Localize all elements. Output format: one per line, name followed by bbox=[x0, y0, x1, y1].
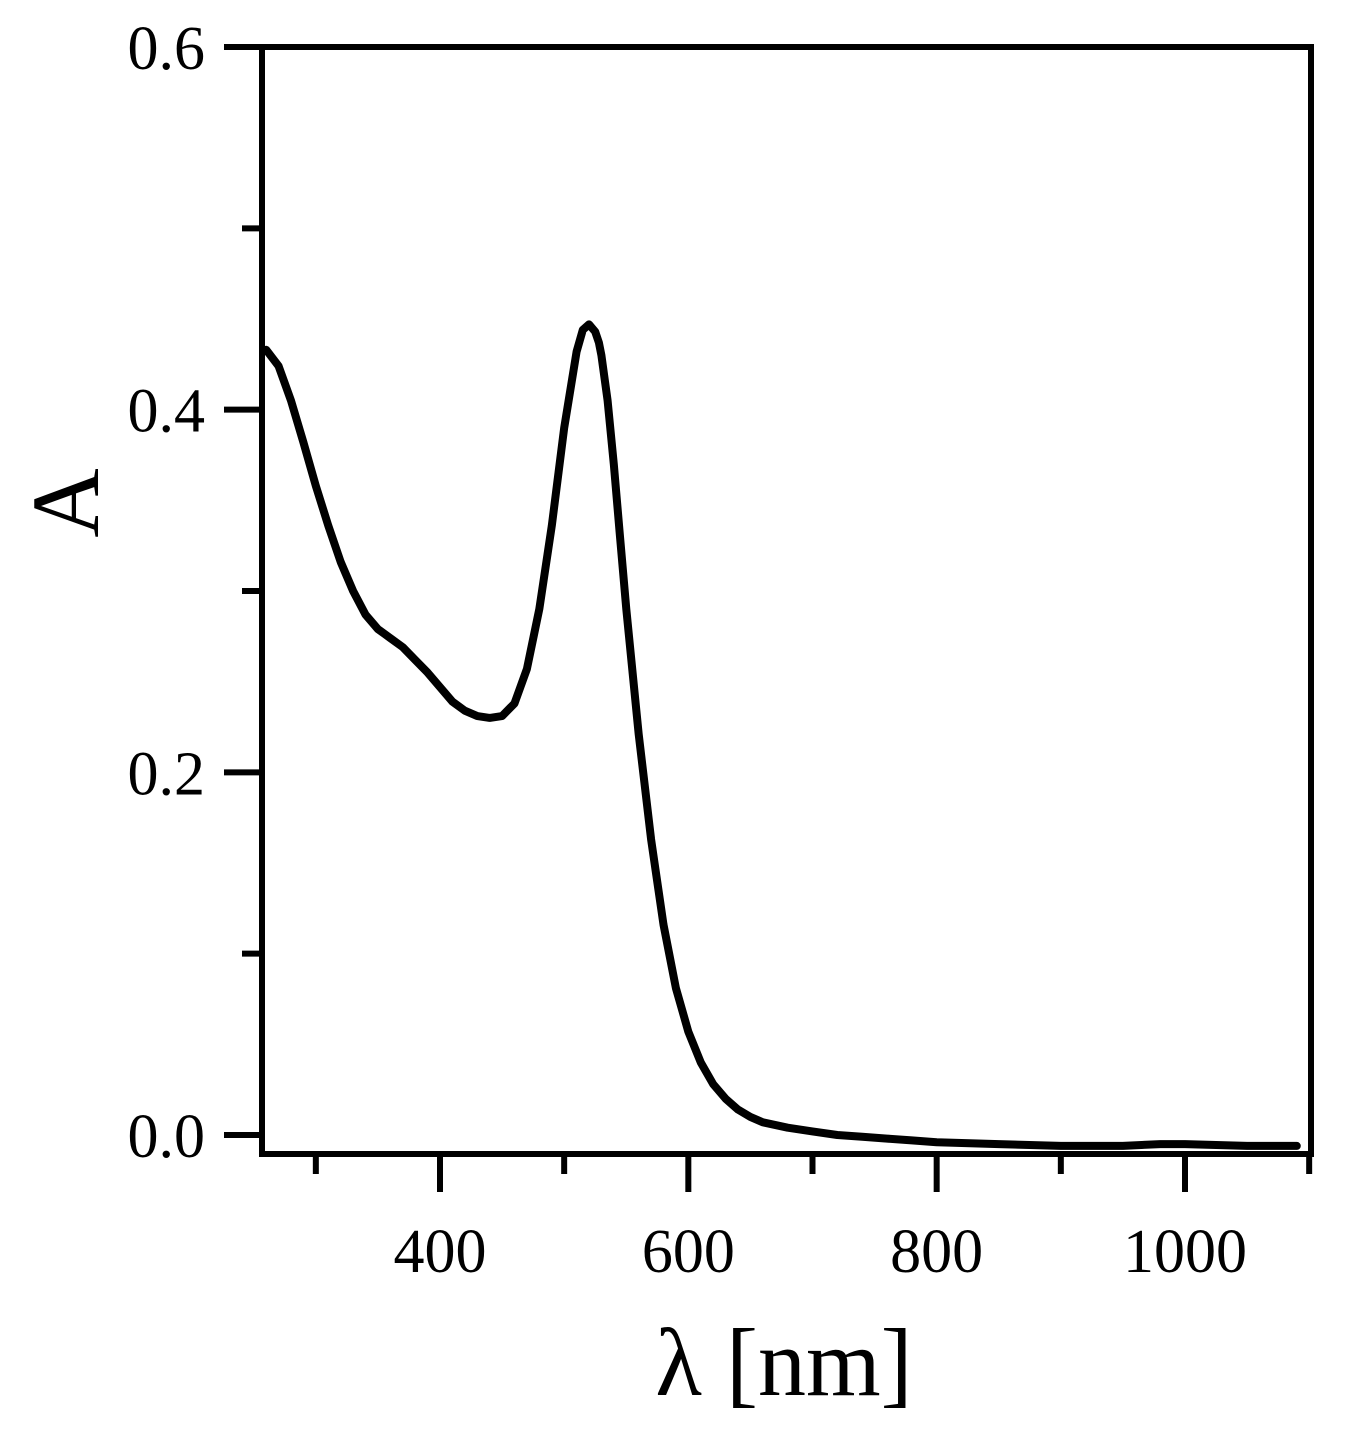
y-axis-title: A bbox=[12, 468, 119, 537]
y-tick-label: 0.4 bbox=[128, 378, 206, 446]
y-axis-ticks bbox=[224, 44, 262, 1138]
y-tick-label: 0.0 bbox=[128, 1103, 206, 1171]
x-axis-tick-labels: 400 600 800 1000 bbox=[394, 1218, 1248, 1286]
y-tick-label: 0.2 bbox=[128, 740, 206, 808]
y-tick-label: 0.6 bbox=[128, 15, 206, 83]
x-tick-label: 600 bbox=[642, 1218, 735, 1286]
x-axis-ticks bbox=[312, 1154, 1313, 1192]
plot-frame bbox=[259, 44, 1314, 1157]
absorbance-spectrum-line bbox=[262, 320, 1301, 1150]
x-tick-label: 800 bbox=[890, 1218, 983, 1286]
x-tick-label: 1000 bbox=[1123, 1218, 1247, 1286]
y-axis-tick-labels: 0.0 0.2 0.4 0.6 bbox=[128, 15, 206, 1171]
x-tick-label: 400 bbox=[394, 1218, 487, 1286]
x-axis-title: λ [nm] bbox=[655, 1309, 912, 1416]
